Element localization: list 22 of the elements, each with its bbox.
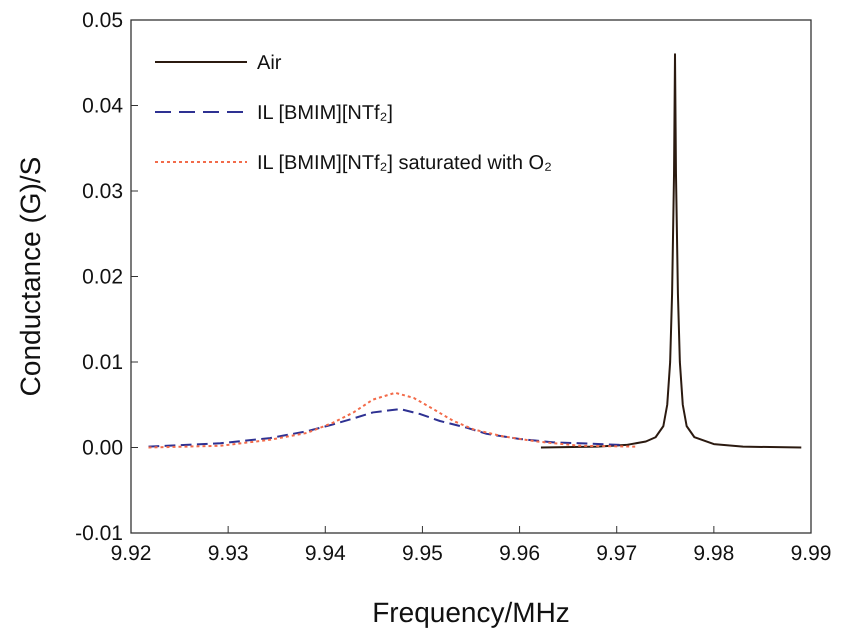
- y-tick-label: 0.01: [82, 351, 123, 374]
- legend-label: IL [BMIM][NTf₂]: [257, 102, 393, 124]
- y-tick-label: 0.05: [82, 9, 123, 32]
- x-tick-label: 9.92: [110, 542, 152, 565]
- legend-label: IL [BMIM][NTf₂] saturated with O₂: [257, 152, 552, 174]
- x-tick-label: 9.96: [499, 542, 540, 565]
- x-tick-label: 9.97: [596, 542, 638, 565]
- x-tick-label: 9.95: [402, 542, 443, 565]
- x-tick-label: 9.99: [790, 542, 832, 565]
- x-tick-label: 9.98: [693, 542, 734, 565]
- y-tick-label: 0.02: [82, 266, 123, 288]
- line-series: [147, 392, 638, 448]
- line-series: [147, 408, 621, 448]
- x-tick-label: 9.93: [208, 542, 249, 565]
- y-axis-title: Conductance (G)/S: [15, 156, 46, 396]
- x-tick-label: 9.94: [304, 542, 346, 565]
- y-tick-label: -0.01: [75, 522, 123, 545]
- y-tick-label: 0.03: [82, 180, 123, 203]
- legend-label: Air: [257, 52, 282, 74]
- y-tick-label: 0.04: [82, 94, 124, 118]
- y-tick-label: 0.00: [82, 436, 123, 460]
- x-axis-title: Frequency/MHz: [372, 597, 570, 628]
